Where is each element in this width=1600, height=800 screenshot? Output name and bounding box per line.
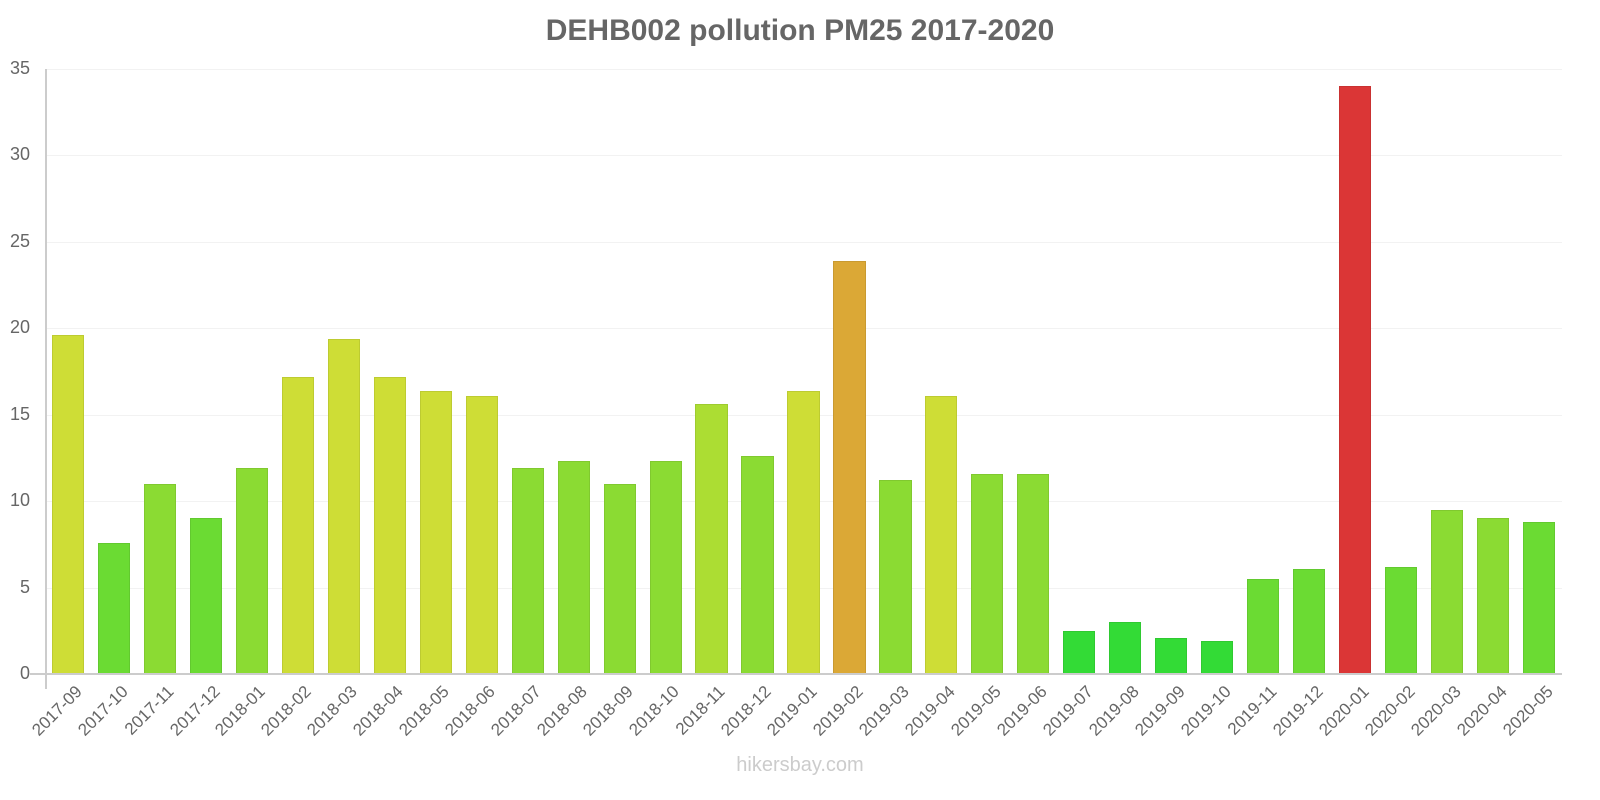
bar-2017-10[interactable] [97, 542, 131, 674]
x-tick-label: 2018-02 [257, 682, 316, 740]
bar-2020-02[interactable] [1385, 566, 1418, 674]
bar-2018-09[interactable] [603, 483, 636, 674]
x-tick-label: 2019-09 [1131, 682, 1189, 740]
x-tick-label: 2019-06 [993, 682, 1051, 740]
x-tick-label: 2019-04 [901, 682, 959, 740]
y-tick-label: 0 [19, 663, 30, 683]
bar-2019-10[interactable] [1201, 641, 1234, 674]
x-tick-label: 2019-08 [1085, 682, 1143, 740]
x-tick-label: 2018-06 [441, 682, 500, 740]
bar-2020-03[interactable] [1430, 509, 1464, 674]
x-tick-label: 2018-09 [579, 682, 638, 740]
x-axis-line [30, 673, 1562, 675]
x-tick-label: 2018-03 [303, 682, 362, 740]
bar-2017-12[interactable] [189, 518, 222, 674]
bar-2018-10[interactable] [649, 461, 682, 674]
bar-2018-11[interactable] [695, 404, 728, 674]
y-axis-line [45, 69, 47, 689]
bar-2018-07[interactable] [511, 468, 544, 674]
x-tick-label: 2020-05 [1498, 682, 1557, 740]
x-tick-label: 2018-04 [349, 682, 408, 740]
bar-2018-02[interactable] [281, 376, 314, 674]
y-tick-label: 35 [9, 58, 30, 78]
bar-2017-11[interactable] [143, 483, 176, 674]
x-tick-label: 2019-07 [1039, 682, 1097, 740]
x-tick-label: 2018-08 [533, 682, 592, 740]
bar-2019-12[interactable] [1293, 568, 1326, 674]
x-tick-label: 2020-01 [1315, 682, 1373, 740]
x-tick-label: 2019-01 [763, 682, 821, 740]
y-tick-label: 15 [9, 403, 30, 424]
x-tick-label: 2017-12 [165, 682, 224, 740]
y-tick-label: 10 [9, 490, 30, 511]
plot-area [45, 69, 1562, 674]
x-tick-label: 2019-11 [1223, 682, 1281, 739]
gridline [45, 328, 1562, 330]
bar-2019-03[interactable] [879, 480, 912, 674]
gridline [45, 69, 1562, 70]
x-tick-label: 2018-12 [717, 682, 775, 740]
x-tick-label: 2018-10 [625, 682, 684, 740]
bar-2020-01[interactable] [1339, 86, 1372, 674]
bar-2019-07[interactable] [1063, 630, 1096, 674]
bar-2019-04[interactable] [925, 395, 958, 674]
bar-2019-01[interactable] [787, 390, 820, 674]
x-tick-label: 2018-07 [487, 682, 546, 740]
bar-2018-08[interactable] [557, 461, 590, 674]
y-tick-label: 5 [19, 576, 30, 597]
bar-2019-05[interactable] [971, 473, 1004, 674]
bar-2019-02[interactable] [833, 260, 866, 674]
bar-2019-09[interactable] [1155, 637, 1188, 674]
watermark: hikersbay.com [736, 754, 864, 776]
x-tick-label: 2019-02 [809, 682, 867, 740]
y-tick-label: 20 [9, 317, 30, 338]
bar-2019-06[interactable] [1017, 473, 1050, 674]
y-tick-label: 25 [9, 230, 30, 251]
x-tick-label: 2019-10 [1177, 682, 1235, 740]
gridline [45, 241, 1562, 243]
x-tick-label: 2018-05 [395, 682, 454, 740]
gridline [45, 155, 1562, 157]
x-tick-label: 2019-03 [855, 682, 913, 740]
bar-2019-08[interactable] [1109, 622, 1142, 674]
bar-2018-06[interactable] [465, 395, 498, 674]
bar-2020-05[interactable] [1522, 521, 1556, 674]
x-tick-label: 2017-09 [27, 682, 86, 740]
x-tick-label: 2017-10 [73, 682, 132, 740]
bar-2018-04[interactable] [373, 376, 406, 674]
bar-2018-05[interactable] [419, 390, 452, 674]
x-tick-label: 2019-05 [947, 682, 1005, 740]
chart-title: DEHB002 pollution PM25 2017-2020 [545, 14, 1055, 47]
x-tick-label: 2020-03 [1406, 682, 1465, 740]
x-tick-label: 2020-02 [1360, 682, 1419, 740]
x-tick-label: 2017-11 [120, 682, 178, 739]
bar-2019-11[interactable] [1247, 578, 1280, 674]
x-tick-label: 2020-04 [1452, 682, 1511, 740]
bar-2018-12[interactable] [741, 456, 774, 674]
bar-2018-01[interactable] [235, 468, 268, 674]
x-tick-label: 2019-12 [1269, 682, 1327, 740]
bar-2020-04[interactable] [1476, 518, 1510, 674]
bar-2018-03[interactable] [327, 338, 360, 674]
y-tick-label: 30 [9, 144, 30, 165]
x-tick-label: 2018-01 [211, 682, 270, 740]
bar-2017-09[interactable] [51, 335, 85, 674]
